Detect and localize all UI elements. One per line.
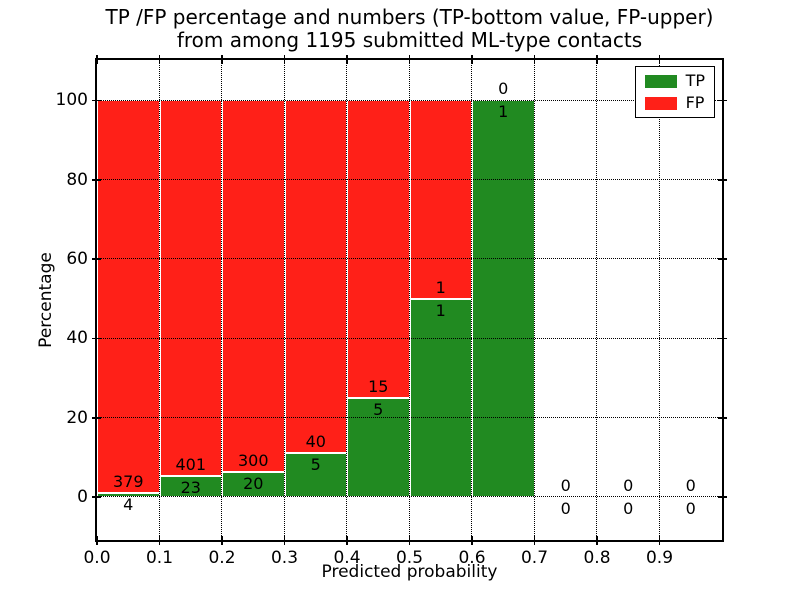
chart-title-line2: from among 1195 submitted ML-type contac… [176, 28, 643, 52]
x-tick-mark [346, 536, 348, 545]
bar-fp-segment [409, 100, 472, 299]
bar-fp-count-label: 0 [685, 476, 696, 496]
bar-fp-segment [159, 100, 222, 476]
bar-fp-count-label: 401 [175, 454, 207, 474]
x-tick-mark [596, 536, 598, 545]
x-tick-mark-top [596, 55, 598, 64]
x-tick-mark-top [158, 55, 161, 64]
bar-tp-count-label: 0 [623, 499, 634, 519]
gridline-x [596, 60, 598, 540]
bar-fp-segment [284, 100, 347, 454]
y-tick-mark-right [718, 417, 727, 419]
bar-tp-count-label: 4 [123, 495, 134, 514]
x-tick-mark-top [221, 55, 223, 64]
bar-tp-count-label: 23 [180, 477, 201, 497]
chart-title: TP /FP percentage and numbers (TP-bottom… [97, 6, 722, 52]
gridline-x [408, 60, 410, 540]
x-tick-label: 0.9 [645, 548, 674, 568]
x-tick-mark-top [96, 55, 98, 64]
y-tick-mark-right [718, 337, 727, 340]
bar-fp-count-label: 0 [498, 79, 509, 99]
bar-tp-count-label: 20 [243, 474, 264, 494]
bar-tp-count-label: 1 [435, 300, 446, 320]
bar-fp-count-label: 1 [435, 277, 446, 297]
y-tick-label: 60 [66, 249, 88, 270]
x-tick-mark [533, 536, 536, 545]
x-tick-mark-top [346, 55, 348, 64]
x-tick-mark-top [658, 55, 661, 64]
x-tick-label: 0.2 [208, 548, 236, 568]
y-tick-label: 20 [66, 407, 88, 428]
x-tick-label: 0.1 [145, 548, 174, 568]
gridline-x [221, 60, 223, 540]
y-tick-mark [92, 337, 101, 340]
y-tick-label: 40 [66, 328, 88, 349]
y-tick-mark-right [718, 496, 727, 498]
bar-fp-count-label: 0 [623, 476, 634, 496]
chart-title-line1: TP /FP percentage and numbers (TP-bottom… [105, 5, 714, 29]
x-tick-label: 0.8 [583, 548, 611, 568]
x-tick-mark [221, 536, 223, 545]
x-axis-label: Predicted probability [321, 562, 498, 582]
bar-tp-count-label: 1 [498, 102, 509, 122]
gridline-x [346, 60, 348, 540]
legend-entry-tp: TP [644, 71, 705, 90]
gridline-x [658, 60, 660, 540]
bar-tp-count-label: 0 [560, 499, 571, 519]
y-tick-mark-right [718, 179, 727, 181]
y-tick-mark-right [718, 99, 727, 102]
x-tick-mark-top [471, 55, 473, 64]
x-tick-label: 0.7 [520, 548, 549, 568]
x-tick-label: 0.6 [458, 548, 486, 568]
y-tick-mark [92, 99, 101, 102]
fp-legend-label: FP [685, 93, 705, 112]
gridline-x [283, 60, 285, 540]
x-tick-mark [158, 536, 161, 545]
y-tick-mark-right [718, 258, 727, 260]
y-tick-mark [92, 258, 101, 260]
y-tick-mark [92, 417, 101, 419]
bar-tp-count-label: 5 [310, 455, 321, 475]
bar-tp-segment [472, 100, 535, 498]
bar-fp-segment [97, 100, 160, 493]
y-tick-mark [92, 179, 101, 181]
legend: TP FP [634, 66, 715, 118]
tp-legend-label: TP [685, 71, 705, 90]
bar-fp-segment [347, 100, 410, 398]
x-tick-mark [96, 536, 98, 545]
y-tick-label: 0 [77, 487, 88, 508]
bar-fp-count-label: 0 [560, 476, 571, 496]
x-tick-label: 0.5 [395, 548, 424, 568]
x-tick-label: 0.4 [333, 548, 361, 568]
x-tick-mark-top [533, 55, 536, 64]
y-tick-label: 80 [66, 169, 88, 190]
x-tick-mark-top [408, 55, 411, 64]
gridline-x [471, 60, 473, 540]
gridline-x [533, 60, 535, 540]
y-tick-mark [92, 496, 101, 498]
x-tick-mark [658, 536, 661, 545]
bar-fp-count-label: 40 [305, 432, 326, 452]
bar-tp-segment [409, 298, 472, 498]
bar-tp-count-label: 0 [685, 499, 696, 519]
x-tick-label: 0.3 [270, 548, 299, 568]
x-tick-mark [283, 536, 286, 545]
bar-fp-count-label: 379 [112, 472, 144, 492]
plot-area: TP FP 379 4 401 23 300 20 40 5 15 5 1 1 0 1 0 0 0 0 0 0 [92, 55, 727, 545]
legend-entry-fp: FP [644, 93, 705, 112]
bar-tp-count-label: 5 [373, 399, 384, 419]
gridline-x [158, 60, 160, 540]
x-tick-mark-top [283, 55, 286, 64]
x-tick-mark [408, 536, 411, 545]
bar-tp-segment [347, 397, 410, 498]
fp-legend-swatch [644, 96, 677, 110]
bar-fp-count-label: 15 [368, 376, 389, 396]
bar-fp-count-label: 300 [237, 451, 269, 471]
x-tick-label: 0.0 [83, 548, 111, 568]
tp-legend-swatch [644, 74, 677, 88]
x-tick-mark [471, 536, 473, 545]
y-tick-label: 100 [55, 90, 88, 111]
